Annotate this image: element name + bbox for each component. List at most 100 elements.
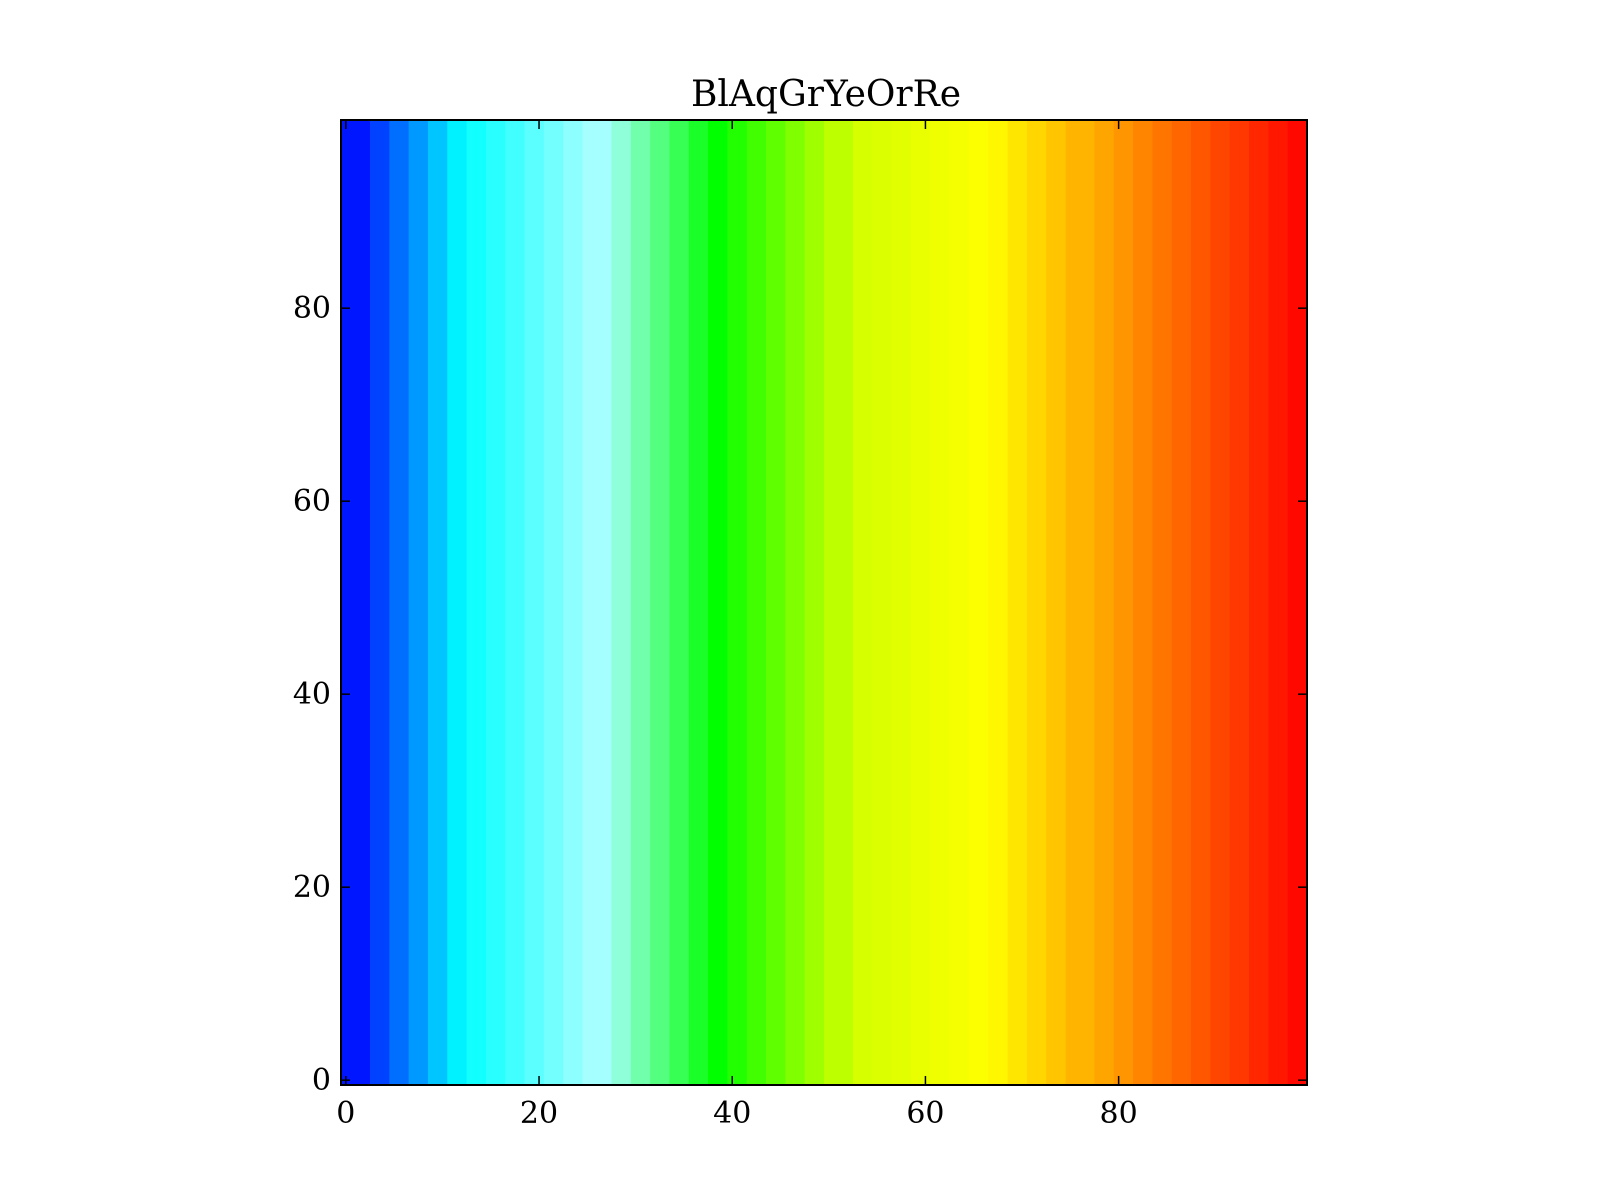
plot-frame — [340, 119, 1308, 1086]
x-tick-label: 60 — [906, 1096, 944, 1131]
heatmap-column — [930, 120, 941, 1085]
heatmap-column — [814, 120, 825, 1085]
heatmap-column — [1104, 120, 1115, 1085]
heatmap-column — [1075, 120, 1086, 1085]
heatmap-column — [485, 120, 497, 1085]
heatmap-column — [795, 120, 806, 1085]
x-axis-ticks: 0 20 40 60 80 — [336, 120, 1138, 1131]
heatmap-column — [621, 120, 632, 1085]
heatmap-column — [466, 120, 477, 1085]
heatmap-column — [418, 120, 429, 1085]
heatmap-column — [949, 120, 960, 1085]
heatmap-column — [1036, 120, 1047, 1085]
heatmap-column — [437, 120, 448, 1085]
heatmap-column — [630, 120, 642, 1085]
heatmap-column — [601, 120, 613, 1085]
heatmap-column — [988, 120, 999, 1085]
heatmap-column — [543, 120, 555, 1085]
heatmap-column — [804, 120, 815, 1085]
x-tick-label: 0 — [336, 1096, 355, 1131]
heatmap-column — [534, 120, 545, 1085]
heatmap-column — [1123, 120, 1134, 1085]
heatmap-column — [968, 120, 980, 1085]
heatmap-column — [427, 120, 439, 1085]
heatmap-column — [1026, 120, 1038, 1085]
y-tick-label: 0 — [312, 1063, 331, 1098]
heatmap-column — [495, 120, 506, 1085]
heatmap-column — [1113, 120, 1125, 1085]
heatmap-column — [901, 120, 912, 1085]
heatmap-column — [708, 120, 719, 1085]
heatmap-column — [1258, 120, 1269, 1085]
heatmap-column — [408, 120, 419, 1085]
heatmap-column — [379, 120, 390, 1085]
heatmap-column — [1055, 120, 1067, 1085]
heatmap-column — [1133, 120, 1144, 1085]
heatmap-column — [1239, 120, 1250, 1085]
heatmap-column — [1191, 120, 1202, 1085]
heatmap-column — [524, 120, 535, 1085]
heatmap-column — [1210, 120, 1221, 1085]
heatmap-column — [1162, 120, 1173, 1085]
heatmap-column — [1152, 120, 1163, 1085]
heatmap-column — [1297, 120, 1308, 1085]
heatmap-column — [505, 120, 516, 1085]
x-tick-label: 20 — [520, 1096, 558, 1131]
y-axis-ticks: 0 20 40 60 80 — [293, 291, 1307, 1098]
heatmap-column — [843, 120, 854, 1085]
heatmap-column — [688, 120, 700, 1085]
heatmap-column — [775, 120, 786, 1085]
heatmap-column — [1046, 120, 1057, 1085]
heatmap-column — [833, 120, 844, 1085]
heatmap-column — [369, 120, 381, 1085]
heatmap-column — [592, 120, 603, 1085]
heatmap-column — [852, 120, 864, 1085]
heatmap-column — [1220, 120, 1231, 1085]
heatmap-column — [862, 120, 873, 1085]
heatmap-column — [910, 120, 922, 1085]
heatmap-column — [920, 120, 931, 1085]
heatmap-column — [553, 120, 564, 1085]
chart-title: BlAqGrYeOrRe — [691, 74, 961, 115]
heatmap-column — [563, 120, 574, 1085]
heatmap-column — [476, 120, 487, 1085]
heatmap-column — [717, 120, 728, 1085]
heatmap-column — [1084, 120, 1096, 1085]
y-tick-label: 80 — [293, 291, 331, 326]
heatmap-column — [350, 120, 361, 1085]
heatmap-column — [341, 120, 352, 1085]
heatmap-column — [997, 120, 1009, 1085]
heatmap-column — [1268, 120, 1279, 1085]
heatmap-column — [1287, 120, 1298, 1085]
heatmap-column — [1017, 120, 1028, 1085]
heatmap-column — [824, 120, 835, 1085]
x-tick-label: 40 — [713, 1096, 751, 1131]
heatmap-column — [959, 120, 970, 1085]
heatmap-column — [1200, 120, 1211, 1085]
heatmap-column — [881, 120, 893, 1085]
y-tick-label: 40 — [293, 677, 331, 712]
heatmap-column — [978, 120, 989, 1085]
heatmap-column — [756, 120, 767, 1085]
heatmap-column — [360, 120, 371, 1085]
x-tick-label: 80 — [1100, 1096, 1138, 1131]
heatmap-column — [456, 120, 468, 1085]
heatmap-column — [872, 120, 883, 1085]
heatmap-column — [1007, 120, 1018, 1085]
heatmap-column — [650, 120, 661, 1085]
heatmap-column — [939, 120, 951, 1085]
heatmap-column — [1142, 120, 1154, 1085]
heatmap-column — [572, 120, 584, 1085]
heatmap-column — [1278, 120, 1289, 1085]
heatmap-column — [1171, 120, 1183, 1085]
heatmap-column — [698, 120, 709, 1085]
heatmap-column — [640, 120, 651, 1085]
heatmap-column — [669, 120, 680, 1085]
y-tick-label: 20 — [293, 870, 331, 905]
heatmap-column — [746, 120, 757, 1085]
heatmap-column — [582, 120, 593, 1085]
heatmap-column — [891, 120, 902, 1085]
heatmap-column — [727, 120, 738, 1085]
heatmap-cells — [341, 120, 1308, 1085]
